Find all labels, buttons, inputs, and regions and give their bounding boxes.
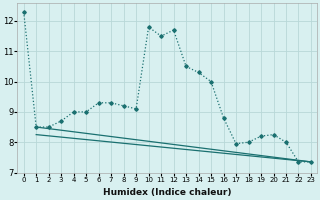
- X-axis label: Humidex (Indice chaleur): Humidex (Indice chaleur): [103, 188, 232, 197]
